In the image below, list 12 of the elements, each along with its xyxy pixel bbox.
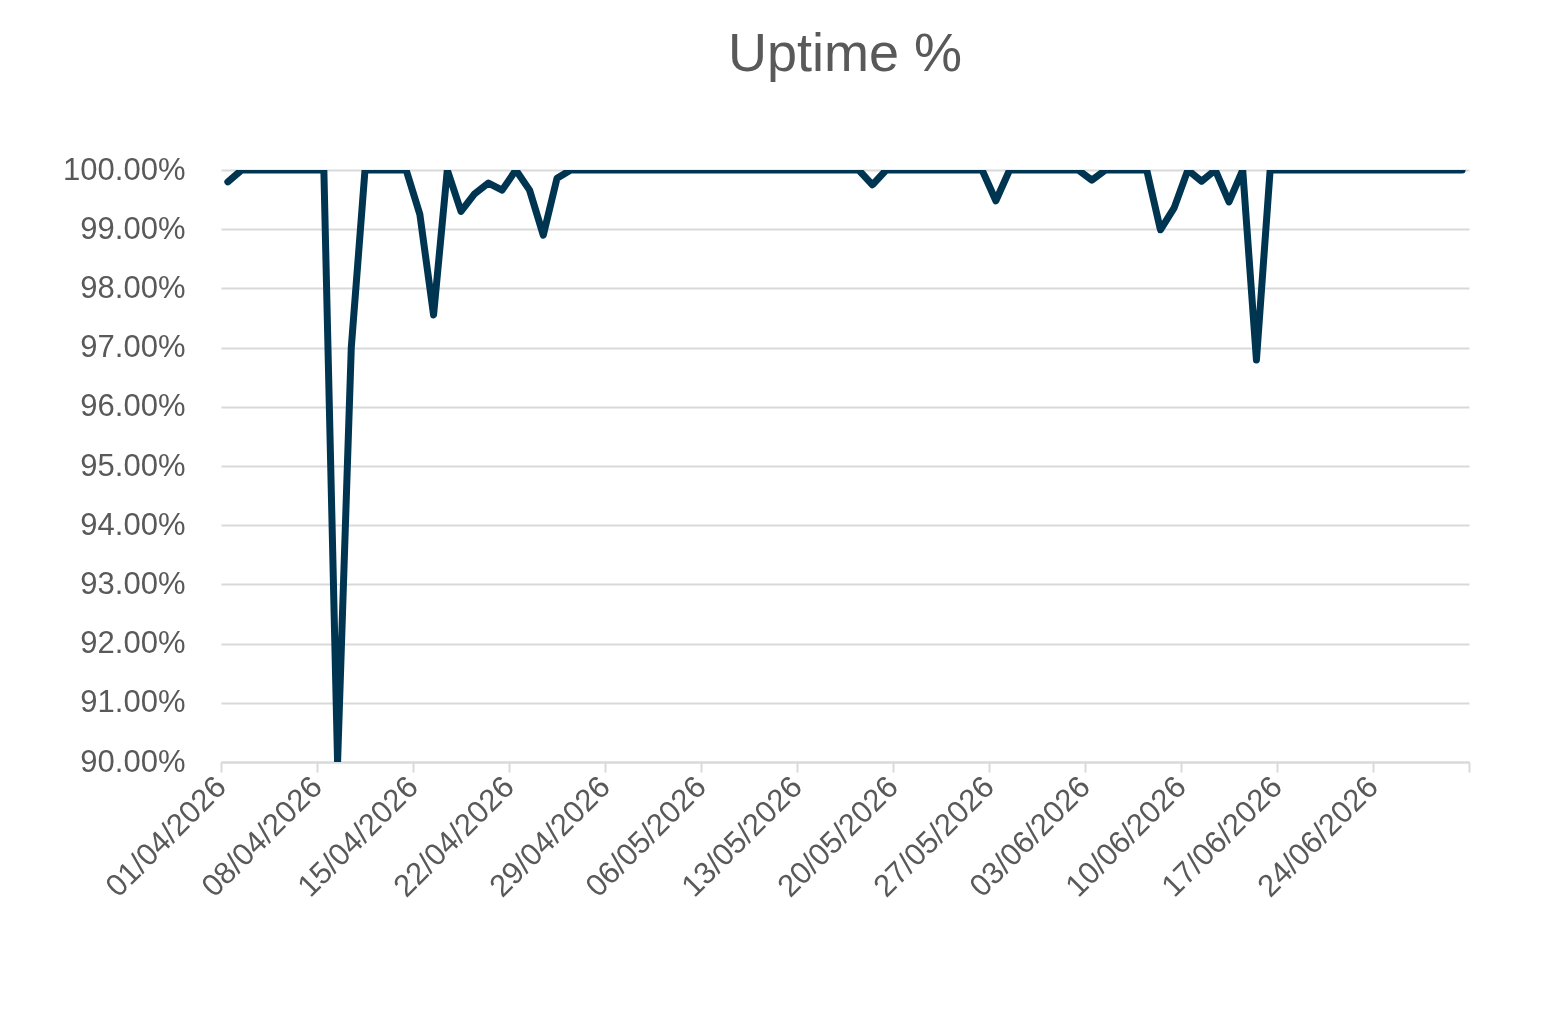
y-tick-label: 100.00%: [63, 151, 186, 187]
y-tick-label: 95.00%: [80, 447, 186, 483]
y-tick-label: 94.00%: [80, 506, 186, 542]
y-tick-label: 98.00%: [80, 269, 186, 305]
y-tick-label: 93.00%: [80, 565, 186, 601]
y-tick-label: 92.00%: [80, 625, 186, 661]
chart-title: Uptime %: [727, 22, 963, 82]
y-tick-label: 97.00%: [80, 329, 186, 365]
y-tick-label: 96.00%: [80, 388, 186, 424]
y-tick-label: 99.00%: [80, 210, 186, 246]
y-tick-label: 90.00%: [80, 743, 186, 779]
y-tick-label: 91.00%: [80, 684, 186, 720]
